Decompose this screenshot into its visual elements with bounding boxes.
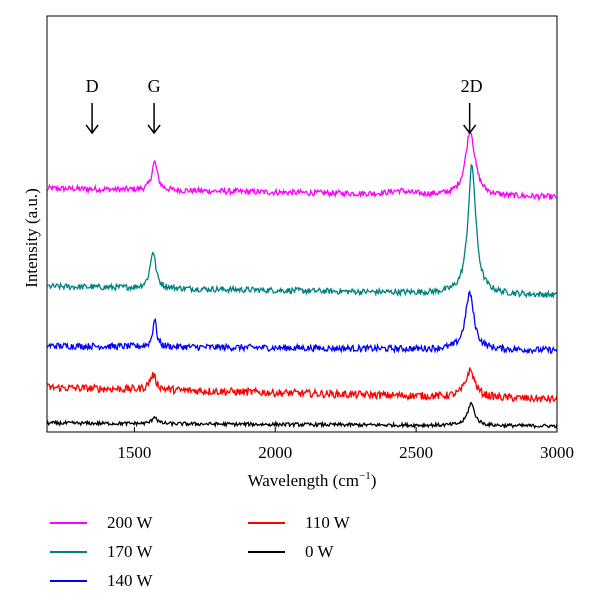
series-line-110w bbox=[46, 367, 558, 405]
annotation-label: G bbox=[148, 76, 161, 96]
y-axis-label: Intensity (a.u.) bbox=[22, 188, 41, 288]
annotation-label: D bbox=[86, 76, 99, 96]
x-tick-label: 3000 bbox=[540, 443, 574, 462]
arrow-down-icon bbox=[147, 124, 161, 135]
series-line-170w bbox=[46, 163, 558, 299]
x-tick-label: 2500 bbox=[399, 443, 433, 462]
series-layer bbox=[46, 130, 558, 430]
series-line-200w bbox=[46, 130, 557, 202]
arrow-down-icon bbox=[85, 124, 99, 135]
plot-frame bbox=[46, 15, 558, 433]
x-axis-label: Wavelength (cm−1) bbox=[248, 470, 377, 490]
x-axis-label-sup: −1 bbox=[359, 470, 371, 482]
annotations: D G 2D bbox=[85, 76, 483, 135]
annotation-g: G bbox=[147, 76, 161, 135]
arrow-down-icon bbox=[463, 124, 477, 135]
x-axis-label-main: Wavelength (cm bbox=[248, 471, 359, 490]
annotation-d: D bbox=[85, 76, 99, 135]
annotation-2d: 2D bbox=[461, 76, 483, 135]
x-axis-label-close: ) bbox=[371, 471, 377, 490]
series-line-0w bbox=[46, 401, 558, 430]
x-tick-label: 1500 bbox=[117, 443, 151, 462]
series-line-140w bbox=[46, 289, 558, 355]
x-tick-label: 2000 bbox=[258, 443, 292, 462]
x-axis-ticks: 1500 2000 2500 3000 bbox=[117, 427, 574, 462]
annotation-label: 2D bbox=[461, 76, 483, 96]
